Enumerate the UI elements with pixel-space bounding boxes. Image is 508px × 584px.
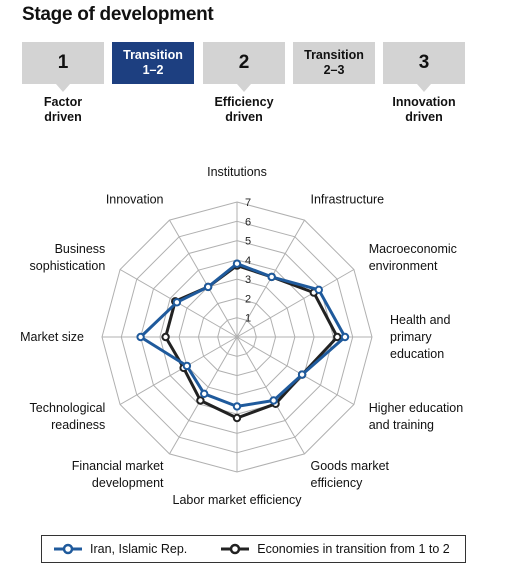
tick-label-4: 4 xyxy=(245,255,251,267)
legend-item-transition: Economies in transition from 1 to 2 xyxy=(209,542,450,556)
axis-label-9: Technological readiness xyxy=(30,401,106,432)
grid-spoke-3 xyxy=(236,269,355,338)
tick-label-2: 2 xyxy=(245,293,251,305)
page-title: Stage of development xyxy=(22,4,214,25)
tick-label-7: 7 xyxy=(245,197,251,209)
legend-swatch-iran xyxy=(54,543,82,555)
stage-label-1: 1 xyxy=(57,52,69,73)
series-iran-point-9 xyxy=(182,361,192,371)
stage-label-4: Transition 2–3 xyxy=(304,48,364,77)
axis-label-10: Market size xyxy=(20,330,84,344)
stage-caption-3: Efficiency driven xyxy=(214,95,274,124)
series-iran-point-4 xyxy=(340,332,350,342)
legend-item-iran: Iran, Islamic Rep. xyxy=(42,542,187,556)
axis-label-5: Higher education and training xyxy=(369,401,464,432)
series-iran-point-6 xyxy=(269,396,278,405)
series-iran-point-3 xyxy=(314,285,323,294)
stage-caption-1: Factor driven xyxy=(43,95,83,124)
grid-spoke-5 xyxy=(236,336,355,405)
axis-label-3: Macroeconomic environment xyxy=(369,242,457,273)
grid-spoke-6 xyxy=(236,336,305,455)
stage-box-1: 1 xyxy=(22,42,104,84)
axis-label-2: Infrastructure xyxy=(311,192,385,206)
series-iran-line xyxy=(139,262,347,408)
series-iran-point-1 xyxy=(232,259,242,268)
stage-box-4: Transition 2–3 xyxy=(293,42,375,84)
legend-swatch-transition xyxy=(221,543,250,555)
series-iran-point-8 xyxy=(200,389,209,398)
stage-label-2: Transition 1–2 xyxy=(123,48,183,77)
series-iran-point-2 xyxy=(267,272,276,282)
tick-label-6: 6 xyxy=(245,216,251,228)
grid-spoke-12 xyxy=(169,219,238,338)
series-transition-point-10 xyxy=(161,332,170,342)
axis-label-12: Innovation xyxy=(106,192,164,206)
tick-label-1: 1 xyxy=(245,313,251,325)
stage-label-5: 3 xyxy=(418,52,430,73)
series-iran-point-10 xyxy=(136,332,145,342)
series-iran-point-12 xyxy=(203,282,213,292)
stage-pointer-3 xyxy=(237,84,251,92)
series-iran-point-5 xyxy=(297,370,307,379)
stage-pointer-1 xyxy=(56,84,70,92)
series-transition-point-7 xyxy=(232,413,242,423)
stage-box-5: 3 xyxy=(383,42,465,84)
axis-label-6: Goods market efficiency xyxy=(311,459,390,490)
tick-label-5: 5 xyxy=(245,236,251,248)
axis-label-11: Business sophistication xyxy=(30,242,106,273)
grid-spoke-9 xyxy=(119,336,238,405)
stage-pointer-5 xyxy=(417,84,431,92)
stage-label-3: 2 xyxy=(238,52,250,73)
stage-caption-5: Innovation driven xyxy=(392,95,456,124)
axis-label-4: Health and primary education xyxy=(390,313,451,361)
legend-label-iran: Iran, Islamic Rep. xyxy=(90,542,188,556)
axis-label-7: Labor market efficiency xyxy=(173,493,303,507)
axis-label-8: Financial market development xyxy=(72,459,164,490)
series-transition-point-8 xyxy=(196,396,205,405)
stage-box-2: Transition 1–2 xyxy=(112,42,194,84)
series-iran-point-11 xyxy=(172,298,182,307)
chart-legend: Iran, Islamic Rep. Economies in transiti… xyxy=(41,535,466,563)
series-transition-point-4 xyxy=(333,332,342,342)
tick-label-3: 3 xyxy=(245,274,251,286)
axis-label-1: Institutions xyxy=(207,165,267,179)
legend-label-transition: Economies in transition from 1 to 2 xyxy=(257,542,450,556)
series-iran-point-7 xyxy=(232,402,242,411)
stage-box-3: 2 xyxy=(203,42,285,84)
